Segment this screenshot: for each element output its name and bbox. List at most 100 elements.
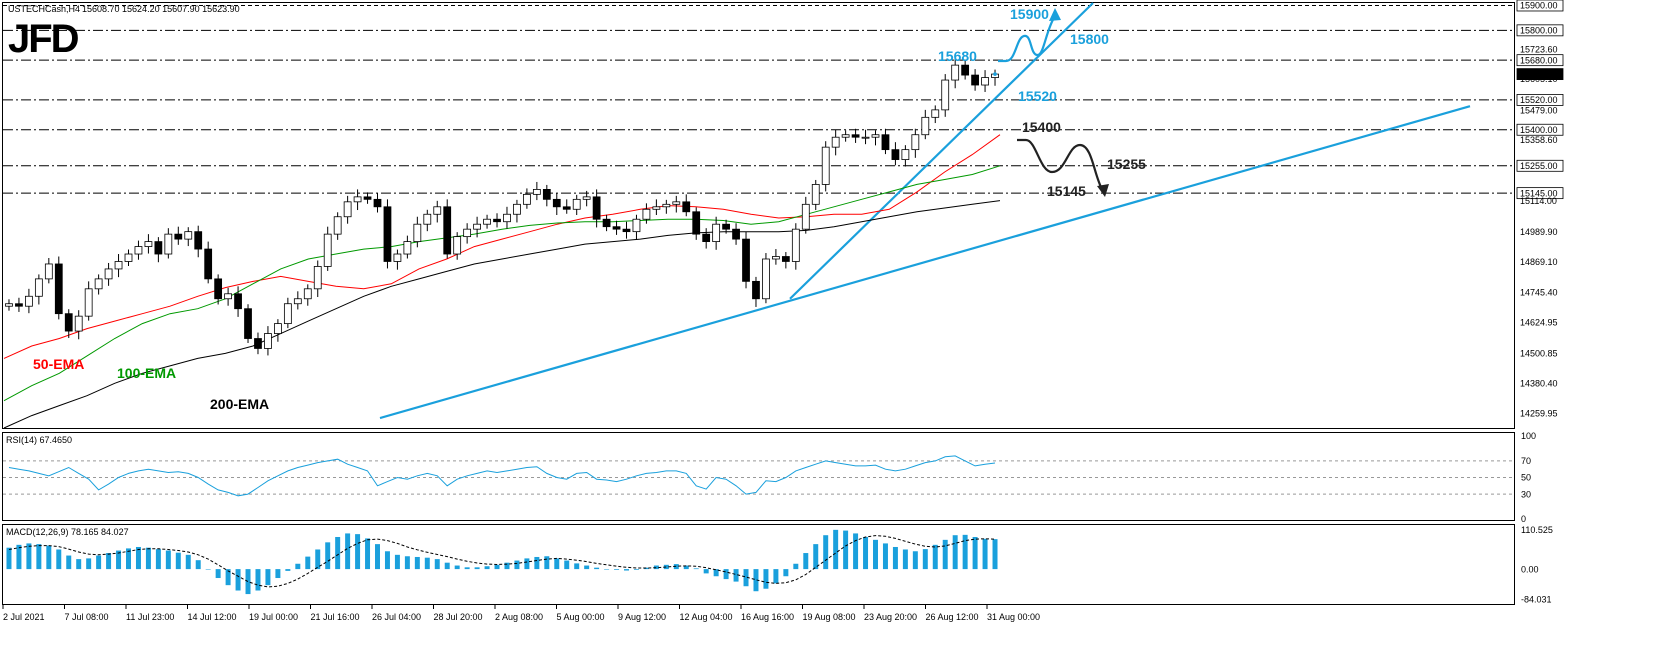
macd-bar[interactable]	[514, 560, 520, 570]
macd-bar[interactable]	[345, 533, 351, 570]
candle[interactable]	[592, 189, 601, 228]
macd-bar[interactable]	[922, 549, 928, 570]
candle[interactable]	[5, 299, 13, 311]
candle[interactable]	[931, 105, 940, 124]
candle[interactable]	[722, 219, 730, 234]
macd-bar[interactable]	[305, 556, 311, 570]
macd-bar[interactable]	[683, 565, 689, 570]
macd-bar[interactable]	[773, 569, 779, 584]
macd-bar[interactable]	[86, 558, 92, 570]
macd-bar[interactable]	[235, 569, 241, 591]
candle[interactable]	[841, 130, 850, 142]
macd-bar[interactable]	[564, 560, 570, 570]
candle[interactable]	[443, 199, 452, 259]
50-ema-line[interactable]	[3, 134, 1001, 359]
macd-bar[interactable]	[544, 556, 550, 570]
macd-bar[interactable]	[673, 564, 679, 570]
candle[interactable]	[74, 310, 83, 340]
macd-bar[interactable]	[394, 554, 400, 570]
macd-bar[interactable]	[793, 563, 799, 570]
candle[interactable]	[214, 274, 223, 305]
candle[interactable]	[15, 297, 23, 312]
macd-bar[interactable]	[46, 545, 52, 570]
candle[interactable]	[224, 287, 232, 306]
macd-bar[interactable]	[195, 560, 201, 570]
candle[interactable]	[313, 260, 322, 298]
candle[interactable]	[323, 226, 332, 271]
macd-bar[interactable]	[952, 535, 958, 570]
candle[interactable]	[921, 109, 930, 140]
macd-bar[interactable]	[355, 534, 361, 570]
candle[interactable]	[413, 216, 422, 248]
macd-bar[interactable]	[763, 569, 769, 589]
candle[interactable]	[34, 274, 43, 305]
candle[interactable]	[762, 253, 770, 304]
macd-bar[interactable]	[892, 546, 898, 570]
macd-bar[interactable]	[325, 542, 331, 570]
candle[interactable]	[951, 57, 960, 89]
candle[interactable]	[303, 284, 312, 306]
macd-bar[interactable]	[504, 562, 510, 570]
candle[interactable]	[881, 128, 890, 155]
macd-bar[interactable]	[693, 568, 699, 570]
macd-bar[interactable]	[912, 551, 918, 570]
macd-bar[interactable]	[66, 555, 72, 570]
candle[interactable]	[831, 129, 840, 156]
macd-bar[interactable]	[145, 547, 151, 570]
candle[interactable]	[781, 252, 790, 269]
candle[interactable]	[473, 216, 481, 238]
candle[interactable]	[692, 207, 701, 240]
macd-bar[interactable]	[135, 546, 141, 570]
macd-bar[interactable]	[992, 539, 998, 570]
macd-bar[interactable]	[295, 563, 301, 570]
macd-bar[interactable]	[116, 550, 122, 570]
candle[interactable]	[712, 216, 721, 250]
candle[interactable]	[961, 60, 970, 80]
candle[interactable]	[483, 214, 491, 229]
macd-bar[interactable]	[614, 569, 620, 570]
macd-bar[interactable]	[703, 569, 709, 574]
candle[interactable]	[333, 212, 342, 240]
macd-bar[interactable]	[414, 556, 420, 570]
candle[interactable]	[851, 128, 860, 143]
candle[interactable]	[383, 199, 392, 269]
candle[interactable]	[572, 194, 581, 216]
macd-bar[interactable]	[823, 535, 829, 570]
candle[interactable]	[622, 221, 631, 239]
macd-bar[interactable]	[404, 556, 410, 570]
macd-bar[interactable]	[96, 555, 102, 570]
candle[interactable]	[293, 291, 302, 310]
candle[interactable]	[702, 228, 711, 249]
candle[interactable]	[562, 199, 571, 214]
candle[interactable]	[821, 141, 830, 192]
macd-bar[interactable]	[6, 547, 12, 570]
candle[interactable]	[971, 69, 979, 91]
macd-bar[interactable]	[36, 544, 42, 570]
macd-bar[interactable]	[633, 569, 639, 570]
macd-bar[interactable]	[245, 569, 251, 595]
candle[interactable]	[114, 254, 123, 278]
macd-bar[interactable]	[335, 536, 341, 570]
candle[interactable]	[632, 214, 641, 240]
macd-bar[interactable]	[873, 539, 878, 570]
macd-bar[interactable]	[26, 543, 32, 570]
macd-bar[interactable]	[962, 534, 968, 570]
macd-bar[interactable]	[853, 533, 859, 570]
100-ema-line[interactable]	[3, 165, 1001, 402]
candle[interactable]	[642, 203, 651, 224]
macd-bar[interactable]	[723, 569, 729, 580]
macd-bar[interactable]	[365, 538, 371, 570]
candle[interactable]	[493, 213, 501, 228]
macd-bar[interactable]	[315, 549, 321, 570]
macd-bar[interactable]	[743, 569, 749, 587]
trendline-2[interactable]	[379, 105, 1471, 420]
macd-bar[interactable]	[574, 563, 580, 570]
candle[interactable]	[84, 281, 93, 321]
macd-bar[interactable]	[932, 544, 938, 570]
candle[interactable]	[184, 227, 193, 247]
candle[interactable]	[811, 179, 820, 211]
macd-bar[interactable]	[863, 536, 869, 570]
candle[interactable]	[532, 181, 541, 201]
candle[interactable]	[423, 209, 432, 232]
candle[interactable]	[94, 274, 103, 295]
